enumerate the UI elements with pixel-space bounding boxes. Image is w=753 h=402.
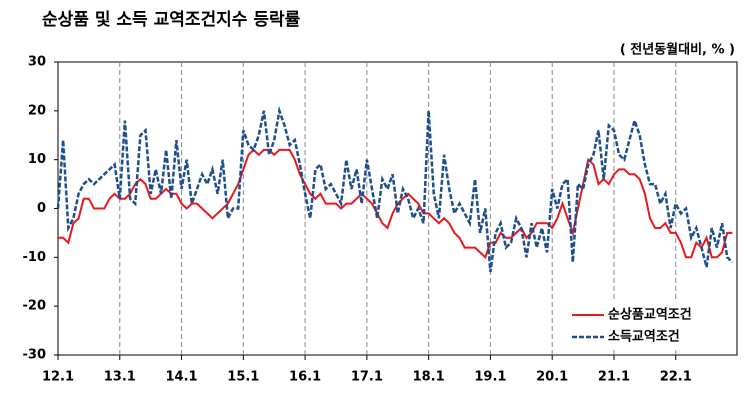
y-tick-label: -30 bbox=[23, 348, 47, 363]
y-tick-label: -10 bbox=[23, 250, 47, 265]
x-tick-label: 20.1 bbox=[536, 370, 568, 385]
legend-label: 순상품교역조건 bbox=[608, 307, 692, 323]
x-tick-label: 18.1 bbox=[413, 370, 445, 385]
x-tick-label: 19.1 bbox=[474, 370, 506, 385]
x-tick-label: 12.1 bbox=[42, 370, 74, 385]
x-tick-label: 22.1 bbox=[660, 370, 692, 385]
y-tick-label: 20 bbox=[28, 103, 46, 118]
series-line bbox=[56, 105, 734, 273]
x-tick-label: 21.1 bbox=[598, 370, 630, 385]
series-line bbox=[58, 148, 733, 260]
y-tick-label: 30 bbox=[28, 55, 46, 70]
legend-box bbox=[565, 300, 733, 350]
x-tick-label: 16.1 bbox=[289, 370, 321, 385]
y-tick-label: -20 bbox=[23, 299, 47, 314]
y-tick-label: 10 bbox=[28, 152, 46, 167]
chart-title: 순상품 및 소득 교역조건지수 등락률 bbox=[42, 10, 301, 30]
x-tick-label: 14.1 bbox=[166, 370, 198, 385]
legend-label: 소득교역조건 bbox=[608, 329, 680, 345]
unit-label: ( 전년동월대비, % ) bbox=[620, 42, 735, 58]
y-tick-label: 0 bbox=[37, 201, 46, 216]
x-tick-label: 15.1 bbox=[227, 370, 259, 385]
x-tick-label: 17.1 bbox=[351, 370, 383, 385]
x-tick-label: 13.1 bbox=[104, 370, 136, 385]
